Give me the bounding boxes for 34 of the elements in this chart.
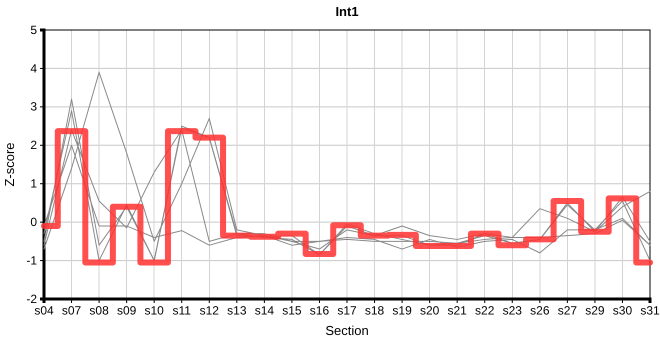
x-tick-label: s26 xyxy=(530,304,550,318)
x-tick-label: s07 xyxy=(62,304,82,318)
x-tick-label: s21 xyxy=(448,304,468,318)
y-tick-label: 0 xyxy=(30,214,38,229)
x-tick-label: s15 xyxy=(282,304,302,318)
y-tick-label: 3 xyxy=(30,100,38,114)
x-tick-label: s09 xyxy=(116,304,137,318)
x-tick-label: s31 xyxy=(640,304,660,318)
y-tick-label: 5 xyxy=(30,22,38,37)
x-tick-label: s13 xyxy=(227,304,247,318)
y-tick-label: 4 xyxy=(30,61,38,76)
x-tick-label: s23 xyxy=(502,304,522,318)
x-axis-title: Section xyxy=(325,323,369,338)
y-tick-label: 2 xyxy=(30,138,38,152)
x-tick-label: s10 xyxy=(144,304,164,318)
x-tick-label: s30 xyxy=(612,304,632,318)
x-tick-label: s14 xyxy=(254,304,274,318)
x-tick-label: s04 xyxy=(34,304,54,318)
x-tick-label: s11 xyxy=(172,304,192,318)
x-tick-label: s12 xyxy=(200,304,220,318)
x-tick-label: s18 xyxy=(364,304,385,318)
x-tick-label: s27 xyxy=(558,304,578,318)
y-axis-title: Z-score xyxy=(2,142,17,187)
x-tick-label: s20 xyxy=(420,304,440,318)
x-tick-label: s22 xyxy=(475,304,495,318)
y-tick-label: 1 xyxy=(30,176,38,191)
x-tick-label: s17 xyxy=(337,304,357,318)
x-tick-label: s16 xyxy=(310,304,330,318)
x-tick-label: s19 xyxy=(392,304,412,318)
y-tick-label: -2 xyxy=(26,292,38,306)
chart-title: Int1 xyxy=(335,4,359,19)
x-tick-label: s08 xyxy=(89,304,110,318)
y-tick-label: -1 xyxy=(26,253,38,268)
x-tick-label: s29 xyxy=(585,304,605,318)
